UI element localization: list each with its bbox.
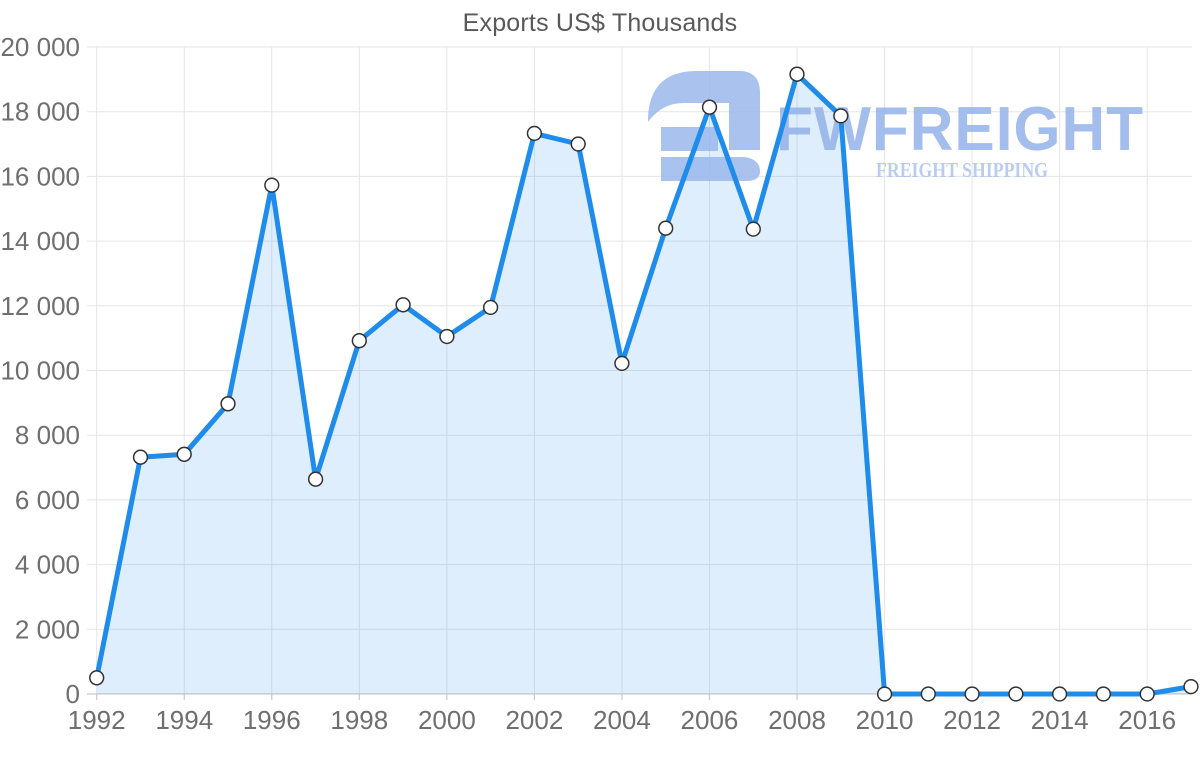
y-axis-label: 18 000 [0,97,80,127]
data-point-marker [1183,678,1199,695]
y-axis-label: 4 000 [15,550,80,580]
data-point-marker [1051,686,1068,702]
x-axis-label: 2016 [1118,705,1176,735]
logo-right-column [729,95,760,150]
data-point-marker [220,396,236,412]
logo-bottom-bar [661,157,760,181]
data-point-marker [789,66,805,82]
data-point-marker [526,125,543,142]
x-axis-label: 2014 [1031,705,1089,735]
data-point-marker [132,449,149,465]
data-point-marker [264,177,280,193]
x-axis-label: 1992 [68,705,126,735]
data-point-marker [89,670,105,686]
data-point-marker [964,686,980,702]
data-point-marker [745,221,761,237]
watermark-brand-text: FWFREIGHT [776,95,1144,164]
y-axis-label: 0 [66,679,80,709]
x-axis-label: 2012 [943,705,1001,735]
data-point-marker [658,220,674,236]
y-axis-label: 6 000 [15,485,80,515]
data-point-marker [570,136,586,152]
data-point-marker [439,328,455,345]
data-point-marker [482,299,499,316]
x-axis-labels: 1992 1994 1996 1998 2000 2002 2004 2006 2008 2010… [68,705,1176,735]
y-axis-label: 14 000 [0,226,80,256]
y-axis-label: 8 000 [15,420,80,450]
y-axis-label: 2 000 [15,614,80,644]
data-point-marker [833,108,849,124]
fwfreight-watermark: FWFREIGHT FREIGHT SHIPPING [648,71,1144,182]
x-axis-label: 1994 [155,705,213,735]
x-axis-label: 2010 [856,705,914,735]
data-point-marker [1008,686,1024,702]
x-axis-label: 2008 [768,705,826,735]
x-axis-label: 2000 [418,705,476,735]
data-point-marker [876,686,893,702]
data-point-marker [351,333,367,349]
area-fill-path [96,74,1192,694]
data-point-marker [395,297,411,313]
x-axis-label: 2006 [681,705,739,735]
y-axis-label: 16 000 [0,161,80,191]
y-axis-labels: 0 2 000 4 000 6 000 8 000 10 000 12 000 14 000 1… [0,32,80,709]
y-axis-label: 20 000 [0,32,80,62]
chart-title: Exports US$ Thousands [462,9,738,37]
x-axis-label: 2002 [505,705,563,735]
y-axis-label: 10 000 [0,356,80,386]
data-point-marker [701,99,718,115]
logo-middle-bar [661,127,718,151]
data-point-marker [1095,686,1112,702]
data-point-marker [1139,686,1155,702]
logo-top-swoosh [648,71,760,122]
x-axis-label: 1998 [330,705,388,735]
data-point-marker [307,471,324,487]
area-fill [96,74,1192,694]
x-axis-label: 1996 [243,705,301,735]
data-point-marker [614,355,630,372]
x-axis-label: 2004 [593,705,651,735]
data-point-marker [920,686,936,702]
watermark-tagline-text: FREIGHT SHIPPING [876,158,1048,182]
data-point-markers [89,66,1199,702]
y-axis-label: 12 000 [0,291,80,321]
data-point-marker [176,446,192,462]
